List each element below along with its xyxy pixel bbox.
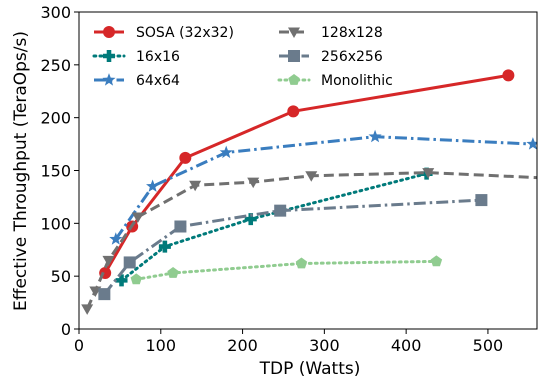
- legend-marker: [103, 26, 115, 38]
- legend-marker: [288, 74, 300, 85]
- legend-marker: [288, 50, 300, 62]
- series-5: [130, 255, 443, 285]
- data-point: [475, 194, 488, 207]
- data-point: [189, 180, 202, 192]
- legend-entry-0: SOSA (32x32): [94, 25, 234, 41]
- series-line: [103, 198, 482, 296]
- y-tick-label: 300: [40, 3, 71, 22]
- series-line: [120, 172, 429, 282]
- data-point: [287, 105, 300, 118]
- x-tick-label: 300: [309, 336, 340, 355]
- data-point: [526, 137, 537, 150]
- x-axis-label: TDP (Watts): [259, 359, 361, 379]
- plot-area: [81, 69, 537, 315]
- data-point: [158, 240, 171, 253]
- data-point: [109, 232, 123, 245]
- data-point: [98, 288, 111, 301]
- series-group: [81, 69, 537, 315]
- legend-marker: [288, 27, 300, 38]
- x-tick-label: 0: [74, 336, 84, 355]
- data-point: [174, 220, 187, 233]
- legend-label: 64x64: [136, 73, 180, 89]
- data-point: [274, 204, 287, 217]
- y-tick-label: 150: [40, 162, 71, 181]
- legend-entry-3: 128x128: [279, 25, 383, 41]
- series-2: [109, 129, 537, 245]
- data-point: [247, 177, 260, 189]
- data-point: [430, 255, 443, 267]
- x-tick-label: 100: [146, 336, 177, 355]
- x-tick-label: 400: [391, 336, 422, 355]
- series-4: [98, 194, 488, 301]
- legend-label: Monolithic: [321, 73, 393, 89]
- axes: 0 100 200 300 400 500 0 50 100 150 200 250 300: [40, 3, 538, 355]
- legend-marker: [102, 73, 116, 86]
- series-line: [85, 171, 537, 310]
- legend-label: 16x16: [136, 49, 180, 65]
- y-axis-label: Effective Throughput (TeraOps/s): [11, 31, 31, 311]
- legend-label: 256x256: [321, 49, 383, 65]
- data-point: [123, 256, 136, 269]
- data-point: [368, 129, 382, 143]
- legend-entry-4: 256x256: [279, 49, 383, 65]
- legend-marker: [103, 50, 115, 62]
- data-point: [81, 304, 94, 315]
- data-point: [130, 273, 142, 285]
- y-tick-label: 250: [40, 56, 71, 75]
- y-tick-label: 200: [40, 109, 71, 128]
- y-tick-label: 100: [40, 214, 71, 233]
- data-point: [219, 145, 233, 159]
- data-point: [131, 212, 144, 223]
- legend: SOSA (32x32) 16x16 64x64 128x128 256x256 Mono…: [92, 25, 393, 89]
- data-point: [422, 168, 435, 179]
- legend-label: SOSA (32x32): [136, 25, 234, 41]
- data-point: [115, 274, 128, 287]
- data-point: [502, 69, 515, 82]
- y-tick-label: 0: [61, 320, 71, 339]
- series-line: [134, 259, 438, 281]
- y-tick-label: 50: [51, 267, 71, 286]
- series-3: [81, 168, 537, 315]
- legend-entry-1: 16x16: [92, 49, 180, 65]
- data-point: [102, 255, 115, 267]
- legend-label: 128x128: [321, 25, 383, 41]
- x-tick-label: 200: [227, 336, 258, 355]
- legend-entry-5: Monolithic: [277, 73, 393, 89]
- data-point: [295, 257, 308, 269]
- data-point: [146, 179, 160, 192]
- x-tick-label: 500: [473, 336, 504, 355]
- data-point: [179, 151, 192, 164]
- legend-entry-2: 64x64: [94, 73, 180, 89]
- data-point: [244, 213, 257, 226]
- data-point: [167, 267, 179, 278]
- data-point: [305, 171, 318, 182]
